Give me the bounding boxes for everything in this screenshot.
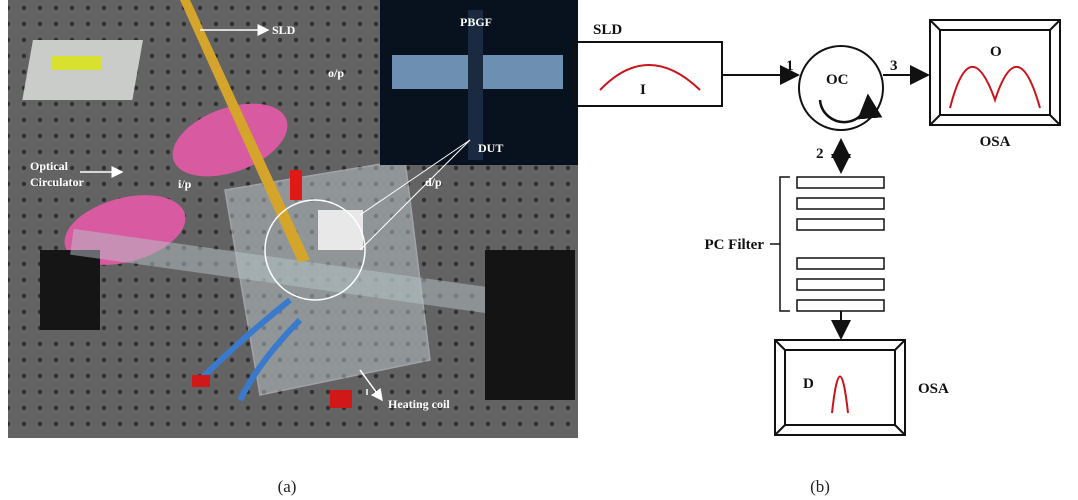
label-output-spectrum: O xyxy=(990,44,1002,60)
label-osa: OSA xyxy=(918,381,949,397)
label-optical-circulator: Circulator xyxy=(30,175,84,189)
label-circulator: OC xyxy=(826,72,849,88)
label-port-1: 1 xyxy=(786,58,794,74)
label-drop: d/p xyxy=(425,175,442,189)
label-pbgf: PBGF xyxy=(460,15,492,29)
label-sld: SLD xyxy=(272,23,296,37)
label-output: o/p xyxy=(328,66,344,80)
label-osa: OSA xyxy=(980,134,1011,150)
caption: (b) xyxy=(810,477,830,496)
schematic xyxy=(575,20,1060,435)
label-dut: DUT xyxy=(478,141,503,155)
label-optical-circulator: Optical xyxy=(30,159,69,173)
label-heating-coil: Heating coil xyxy=(388,397,450,411)
label-drop-spectrum: D xyxy=(803,376,814,392)
photo: SLD PBGF o/p DUT Optical Circulator i/p … xyxy=(8,0,578,438)
caption: (a) xyxy=(278,477,297,496)
label-sld: SLD xyxy=(593,22,622,38)
label-port-2: 2 xyxy=(816,146,824,162)
label-input: i/p xyxy=(178,177,192,191)
label-input-spectrum: I xyxy=(640,82,646,98)
label-port-3: 3 xyxy=(890,58,898,74)
label-pc-filter: PC Filter xyxy=(704,237,764,253)
figure: SLD PBGF o/p DUT Optical Circulator i/p … xyxy=(0,0,1078,500)
